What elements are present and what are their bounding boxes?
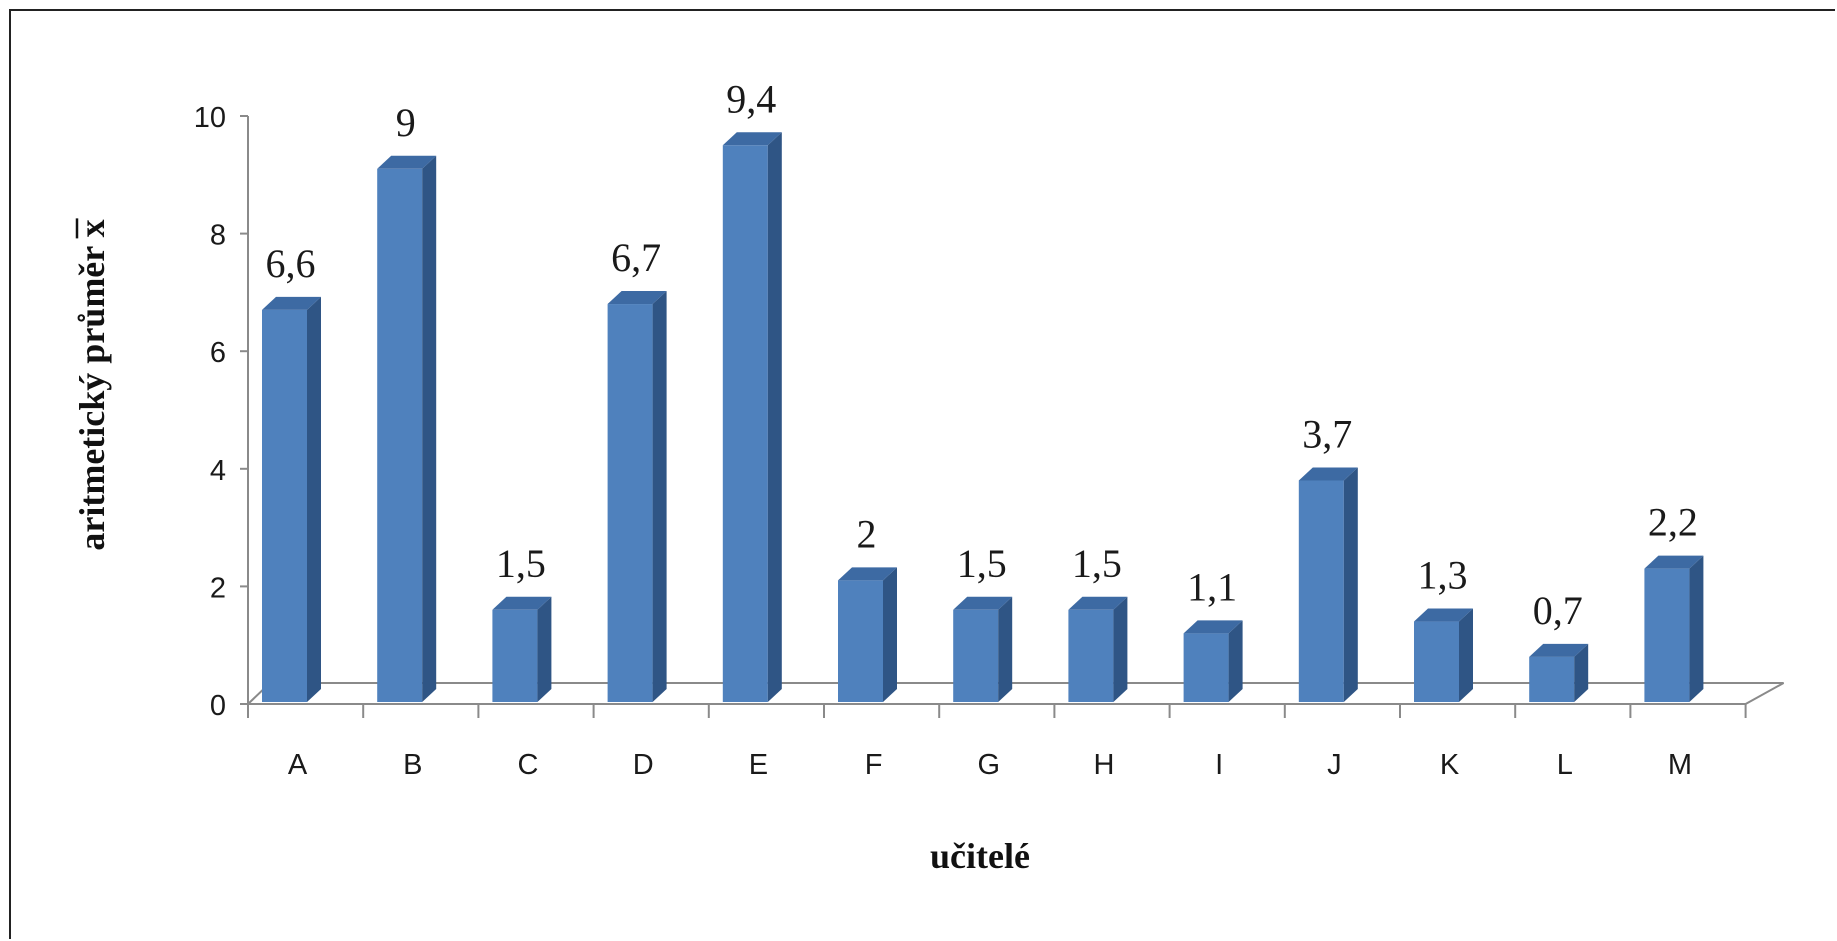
bar-side — [422, 155, 437, 703]
bar-top — [377, 155, 437, 169]
bar-front — [607, 304, 653, 702]
bar-side — [1228, 620, 1243, 702]
x-tick-label: B — [403, 749, 422, 781]
bar-front — [838, 580, 883, 702]
x-tick-label: C — [518, 749, 539, 781]
bar-top — [262, 296, 321, 310]
bar — [492, 596, 552, 702]
bar-front — [377, 168, 423, 703]
bar-side — [1574, 643, 1589, 702]
bar — [1183, 620, 1243, 702]
x-tick-label: L — [1557, 749, 1573, 781]
data-label: 0,7 — [1533, 588, 1583, 633]
axes — [240, 115, 1785, 718]
bar-top — [953, 596, 1013, 610]
bar-side — [767, 132, 782, 702]
bar — [607, 291, 667, 702]
bar — [722, 132, 782, 702]
bar-top — [1298, 467, 1358, 481]
x-tick-label: D — [633, 749, 654, 781]
bar-front — [262, 309, 307, 702]
bar-side — [1343, 467, 1358, 702]
data-label: 6,7 — [611, 235, 661, 280]
bar-side — [1689, 555, 1704, 702]
bar-top — [722, 132, 782, 146]
bar-side — [1459, 608, 1473, 702]
bar — [377, 155, 437, 703]
y-tick-label: 4 — [210, 455, 226, 487]
y-tick-label: 0 — [210, 690, 226, 722]
bar-front — [1298, 480, 1344, 702]
x-tick-label: A — [288, 749, 308, 781]
bar-top — [1529, 643, 1589, 657]
data-label: 3,7 — [1302, 411, 1352, 456]
bar-front — [1644, 568, 1690, 702]
bar-front — [1414, 621, 1459, 702]
y-axis-title-group: aritmetický průměr x — [72, 218, 112, 551]
bar-top — [1068, 596, 1128, 610]
bar-side — [652, 291, 667, 702]
x-tick-label: J — [1327, 749, 1342, 781]
bar — [953, 596, 1013, 702]
y-tick-label: 10 — [194, 102, 226, 134]
data-label: 1,5 — [496, 541, 546, 586]
data-label: 9,4 — [726, 76, 776, 121]
bar — [1298, 467, 1358, 702]
y-axis-title: aritmetický průměr x — [72, 219, 112, 550]
x-tick-label: H — [1094, 749, 1115, 781]
data-label: 9 — [396, 100, 416, 145]
bar — [1529, 643, 1589, 702]
x-axis-title: učitelé — [930, 836, 1030, 876]
bar-front — [953, 609, 999, 702]
data-label: 6,6 — [266, 241, 316, 286]
bar-top — [1644, 555, 1704, 569]
x-tick-label: E — [749, 749, 768, 781]
bar-side — [883, 567, 897, 702]
bar-top — [1183, 620, 1243, 634]
bar-side — [998, 596, 1013, 702]
bar — [1068, 596, 1128, 702]
y-tick-label: 2 — [210, 572, 226, 604]
data-label: 1,3 — [1418, 553, 1468, 598]
bar-top — [492, 596, 552, 610]
x-tick-label: G — [978, 749, 1001, 781]
data-label: 1,5 — [1072, 541, 1122, 586]
bar-side — [307, 296, 321, 702]
bar-front — [722, 145, 768, 702]
bar — [1644, 555, 1704, 702]
bar-front — [1183, 633, 1229, 702]
bar-top — [838, 567, 897, 581]
bar-top — [1414, 608, 1473, 622]
data-label: 1,1 — [1187, 564, 1237, 609]
bar-side — [537, 596, 552, 702]
x-tick-label: K — [1440, 749, 1460, 781]
bars — [262, 132, 1704, 703]
bar-top — [607, 291, 667, 305]
data-label: 2 — [857, 511, 877, 556]
data-label: 1,5 — [957, 541, 1007, 586]
bar — [1414, 608, 1473, 702]
labels: 0 2 4 6 8 10 6,6 A 9 B 1,5 C 6,7 D 9,4 E 2 F 1,5 G 1,5 H 1,1 I 3… — [194, 76, 1698, 781]
floor-plane — [247, 682, 1785, 705]
bar — [838, 567, 897, 702]
bar-side — [1113, 596, 1128, 702]
bar-front — [492, 609, 538, 702]
x-tick-label: M — [1668, 749, 1692, 781]
bar-front — [1068, 609, 1114, 702]
x-tick-label: F — [865, 749, 883, 781]
data-label: 2,2 — [1648, 500, 1698, 545]
x-tick-label: I — [1215, 749, 1223, 781]
y-tick-label: 6 — [210, 337, 226, 369]
bar — [262, 296, 321, 702]
bar-front — [1529, 656, 1575, 702]
y-tick-label: 8 — [210, 220, 226, 252]
